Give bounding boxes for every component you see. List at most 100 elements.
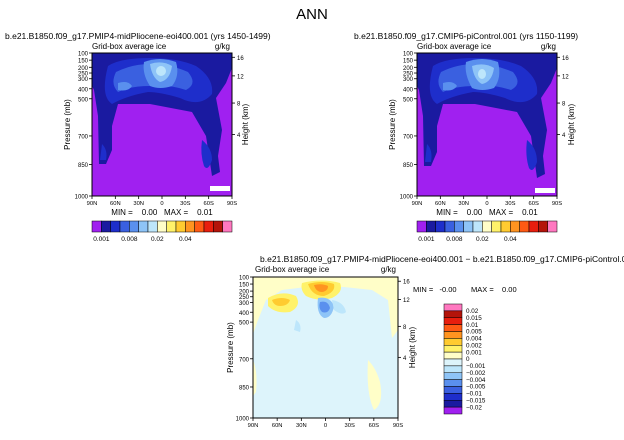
colorbar-label: −0.004 <box>466 377 486 384</box>
y-tick-label: 150 <box>239 283 250 289</box>
x-tick-label: 60S <box>369 423 379 429</box>
x-tick-label: 90S <box>393 423 403 429</box>
colorbar-label: −0.001 <box>466 363 486 370</box>
colorbar-label: 0.02 <box>476 236 489 243</box>
panel-subtitle-left: Grid-box average ice <box>417 42 492 51</box>
colorbar-swatch <box>510 220 520 233</box>
y-tick-label: 1000 <box>236 417 250 423</box>
y-right-tick-label: 16 <box>562 56 569 62</box>
colorbar-swatch <box>203 220 214 233</box>
x-tick-label: 30S <box>505 201 515 207</box>
colorbar-swatch <box>443 386 463 394</box>
colorbar-swatch <box>110 220 121 233</box>
y-tick-label: 150 <box>78 59 89 65</box>
colorbar-swatch <box>454 220 464 233</box>
y-tick-label: 700 <box>78 134 89 140</box>
x-axis: 90N 60N 30N 0 30S 60S 90S <box>412 196 562 207</box>
panel-subtitle-left: Grid-box average ice <box>92 42 167 51</box>
y-axis-label-right: Height (km) <box>567 103 576 145</box>
x-tick-label: 0 <box>324 423 327 429</box>
colorbar-label: 0.04 <box>504 236 517 243</box>
colorbar-swatch <box>435 220 446 233</box>
y-tick-label: 400 <box>78 87 89 93</box>
x-tick-label: 30S <box>345 423 355 429</box>
colorbar-swatch <box>213 220 223 233</box>
y-right-tick-label: 16 <box>403 280 410 286</box>
stats-text: MIN = 0.00 MAX = 0.01 <box>436 208 538 217</box>
y-right-tick-label: 4 <box>403 356 407 362</box>
x-axis: 90N 60N 30N 0 30S 60S 90S <box>248 418 403 429</box>
heatmap-field <box>91 52 233 197</box>
panel-picontrol: b.e21.B1850.f09_g17.CMIP6-piControl.001 … <box>354 31 578 243</box>
x-tick-label: 90N <box>87 201 98 207</box>
colorbar-label: 0.001 <box>93 236 110 243</box>
y-axis-label-right: Height (km) <box>241 103 250 145</box>
y-right-tick-label: 4 <box>562 133 566 139</box>
colorbar-swatch <box>426 220 436 233</box>
colorbar-label: 0.005 <box>466 329 482 336</box>
colorbar-swatch <box>482 220 492 233</box>
y-tick-label: 200 <box>403 66 414 72</box>
colorbar-swatch <box>416 220 427 233</box>
colorbar-swatch <box>443 379 463 387</box>
colorbar-swatch <box>443 393 463 401</box>
colorbar-swatch <box>129 220 139 233</box>
x-tick-label: 90S <box>227 201 237 207</box>
y-axis-label: Pressure (mb) <box>63 99 72 150</box>
x-tick-label: 30N <box>296 423 307 429</box>
y-tick-label: 250 <box>78 72 89 78</box>
colorbar-swatch <box>119 220 130 233</box>
colorbar-swatch <box>443 303 463 312</box>
colorbar-swatch <box>444 220 455 233</box>
colorbar-swatch <box>443 317 463 325</box>
panel-title: b.e21.B1850.f09_g17.PMIP4-midPliocene-eo… <box>260 254 624 264</box>
y-tick-label: 300 <box>78 77 89 83</box>
y-tick-label: 1000 <box>400 195 414 201</box>
y-tick-label: 500 <box>78 97 89 103</box>
colorbar-swatch <box>443 331 463 339</box>
colorbar-swatch <box>222 220 233 233</box>
colorbar-label: −0.01 <box>466 391 482 398</box>
x-tick-label: 60S <box>204 201 214 207</box>
y-tick-label: 200 <box>78 66 89 72</box>
colorbar-label: 0.02 <box>466 308 479 315</box>
panel-difference: b.e21.B1850.f09_g17.PMIP4-midPliocene-eo… <box>226 254 624 429</box>
y-right-tick-label: 8 <box>562 102 566 108</box>
x-tick-label: 60N <box>110 201 121 207</box>
x-tick-label: 30N <box>458 201 469 207</box>
colorbar-label: 0.008 <box>446 236 463 243</box>
colorbar-swatch <box>491 220 502 233</box>
x-tick-label: 60N <box>435 201 446 207</box>
colorbar-swatch <box>194 220 205 233</box>
y-axis-label-right: Height (km) <box>408 326 417 368</box>
colorbar-swatch <box>443 406 463 415</box>
y-right-tick-label: 16 <box>237 56 244 62</box>
panel-pliocene: b.e21.B1850.f09_g17.PMIP4-midPliocene-eo… <box>5 31 271 243</box>
y-tick-label: 850 <box>239 385 250 391</box>
panel-subtitle-left: Grid-box average ice <box>255 265 330 274</box>
x-tick-label: 90S <box>552 201 562 207</box>
panel-title: b.e21.B1850.f09_g17.PMIP4-midPliocene-eo… <box>5 31 271 41</box>
colorbar-swatch <box>101 220 111 233</box>
y-tick-label: 1000 <box>75 195 89 201</box>
colorbar-label: 0.001 <box>418 236 435 243</box>
colorbar-label: 0.001 <box>466 349 482 356</box>
y-axis-label: Pressure (mb) <box>388 99 397 150</box>
colorbar-swatch <box>463 220 474 233</box>
x-tick-label: 60S <box>529 201 539 207</box>
y-tick-label: 400 <box>403 87 414 93</box>
colorbar-label: −0.005 <box>466 384 486 391</box>
colorbar-swatch <box>472 220 483 233</box>
stats-min: MIN = -0.00 <box>413 285 457 294</box>
colorbar-swatch <box>519 220 530 233</box>
colorbar-swatch <box>500 220 511 233</box>
stats-text: MIN = 0.00 MAX = 0.01 <box>111 208 213 217</box>
stats-max: MAX = 0.00 <box>471 285 517 294</box>
y-axis-label: Pressure (mb) <box>226 322 235 373</box>
y-tick-label: 300 <box>403 77 414 83</box>
colorbar-swatch <box>157 220 167 233</box>
panel-subtitle-right: g/kg <box>381 265 396 274</box>
y-tick-label: 300 <box>239 301 250 307</box>
